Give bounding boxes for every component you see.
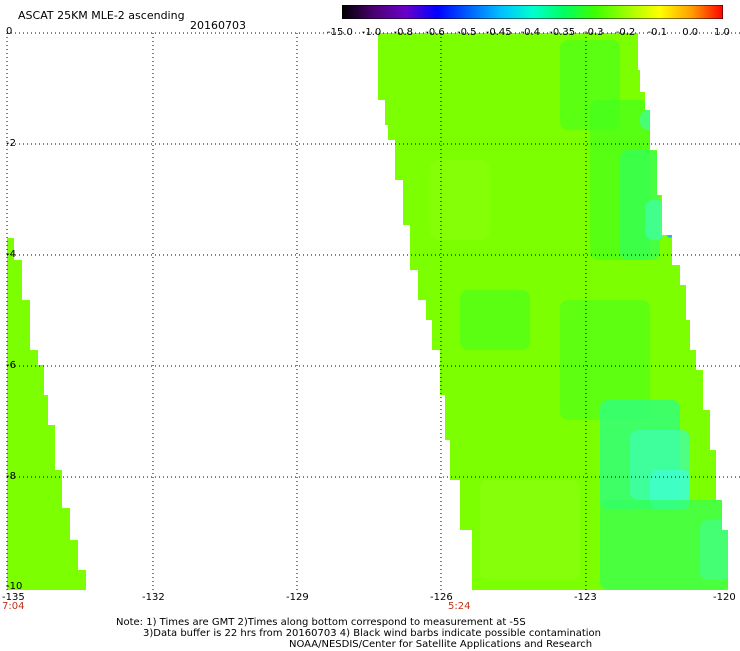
swath-time-label: 7:04 [2, 601, 25, 612]
lat-tick-10s: -10 [6, 581, 23, 592]
colorbar-tick-label: -15.0 [327, 27, 353, 38]
colorbar-gradient [342, 5, 723, 19]
swath-patch [460, 290, 530, 350]
swath-patch [640, 110, 656, 130]
swath-time-label: 5:24 [448, 601, 471, 612]
note-line-1: Note: 1) Times are GMT 2)Times along bot… [116, 617, 526, 628]
swath-patch [664, 192, 673, 207]
swath-layer [7, 33, 730, 590]
lon-tick-135w: -135 [2, 592, 25, 603]
swath-texture [430, 40, 730, 590]
lon-tick-120w: -120 [713, 592, 736, 603]
lat-lon-grid [6, 32, 740, 590]
product-date: 20160703 [190, 19, 246, 32]
colorbar-tick-label: -1.0 [361, 27, 382, 38]
note-line-3: NOAA/NESDIS/Center for Satellite Applica… [289, 639, 593, 650]
colorbar-tick-label: 0.0 [682, 27, 699, 38]
colorbar-tick-label: -0.45 [485, 27, 512, 38]
lat-tick-4s: -4 [6, 249, 16, 260]
lat-tick-0: 0 [6, 26, 13, 37]
lon-tick-129w: -129 [286, 592, 309, 603]
lat-tick-2s: -2 [6, 138, 16, 149]
colorbar-tick-label: -0.2 [615, 27, 636, 38]
left-swath [7, 238, 86, 590]
note-line-2: 3)Data buffer is 22 hrs from 20160703 4)… [143, 628, 601, 639]
colorbar-tick-label: -0.1 [647, 27, 668, 38]
colorbar-tick-label: -0.6 [425, 27, 445, 38]
swath-patch [560, 300, 650, 420]
swath-patch [645, 200, 665, 240]
product-title: ASCAT 25KM MLE-2 ascending [18, 9, 185, 22]
colorbar-tick-label: -0.35 [549, 27, 576, 38]
colorbar-tick-label: -0.4 [520, 27, 541, 38]
lon-tick-132w: -132 [142, 592, 165, 603]
lat-tick-8s: -8 [6, 471, 16, 482]
lon-tick-126w: -126 [430, 592, 453, 603]
colorbar-tick-label: -0.5 [457, 27, 477, 38]
swath-patch [480, 480, 580, 580]
swath-patch [666, 210, 674, 238]
swath-patch [700, 520, 730, 580]
swath-patch [430, 160, 490, 240]
colorbar [342, 5, 723, 19]
colorbar-tick-label: -0.3 [584, 27, 604, 38]
colorbar-tick-label: -0.8 [393, 27, 414, 38]
colorbar-tick-label: 1.0 [714, 27, 730, 38]
swath-patch [600, 500, 730, 590]
lat-tick-6s: -6 [6, 360, 16, 371]
lon-tick-123w: -123 [574, 592, 597, 603]
